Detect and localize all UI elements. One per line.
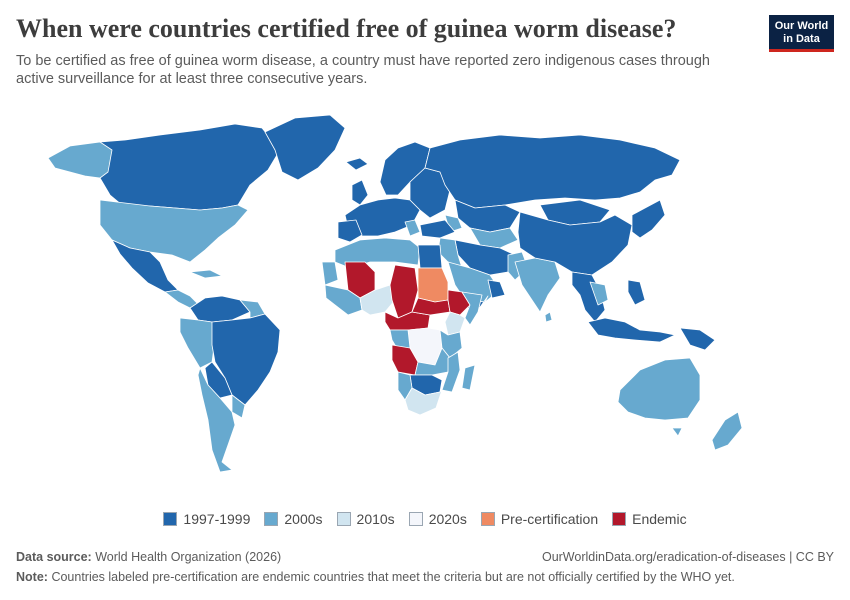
region-tasmania[interactable]	[671, 427, 683, 437]
logo-line-2: in Data	[783, 32, 820, 45]
legend-item-2010s[interactable]: 2010s	[336, 511, 395, 527]
region-ecuador-peru[interactable]	[179, 317, 216, 369]
region-australia[interactable]	[617, 357, 701, 421]
region-china[interactable]	[517, 211, 633, 276]
region-uk[interactable]	[351, 179, 369, 206]
region-somalia-horn[interactable]	[461, 291, 483, 326]
region-turkey[interactable]	[419, 219, 456, 239]
region-iceland[interactable]	[345, 157, 369, 171]
region-western-sahara[interactable]	[321, 261, 339, 286]
legend-swatch	[480, 512, 495, 526]
region-argentina-chile[interactable]	[197, 367, 236, 473]
region-west-africa-2000s[interactable]	[324, 284, 363, 316]
data-source-label: Data source:	[16, 550, 92, 564]
data-source-text: World Health Organization (2026)	[95, 550, 282, 564]
legend-item-2020s[interactable]: 2020s	[408, 511, 467, 527]
region-india[interactable]	[514, 257, 561, 313]
region-alaska[interactable]	[47, 141, 113, 179]
map-legend[interactable]: 1997-1999 2000s 2010s 2020s Pre-certific…	[0, 511, 850, 527]
region-egypt[interactable]	[417, 244, 443, 269]
legend-label: 2000s	[284, 511, 323, 527]
legend-item-pre-certification[interactable]: Pre-certification	[480, 511, 599, 527]
region-north-africa[interactable]	[334, 237, 421, 269]
region-kenya[interactable]	[444, 311, 466, 336]
region-russia[interactable]	[424, 134, 681, 209]
legend-swatch	[612, 512, 627, 526]
footnote: Note: Countries labeled pre-certificatio…	[16, 570, 735, 584]
logo-line-1: Our World	[774, 20, 829, 32]
owid-logo[interactable]: Our World in Data	[769, 15, 834, 52]
note-label: Note:	[16, 570, 48, 584]
legend-label: 2020s	[428, 511, 467, 527]
legend-swatch	[336, 512, 351, 526]
region-paraguay-uruguay[interactable]	[231, 394, 246, 419]
legend-label: 1997-1999	[183, 511, 251, 527]
region-central-america[interactable]	[164, 289, 199, 309]
region-cuba[interactable]	[189, 269, 223, 279]
legend-swatch	[408, 512, 423, 526]
region-korea-japan[interactable]	[631, 199, 666, 239]
region-iberia[interactable]	[337, 219, 363, 243]
legend-label: 2010s	[356, 511, 395, 527]
region-burkina-niger[interactable]	[359, 284, 396, 316]
region-philippines[interactable]	[627, 279, 646, 306]
legend-label: Endemic	[632, 511, 687, 527]
source-url-link[interactable]: OurWorldinData.org/eradication-of-diseas…	[541, 550, 834, 564]
chart-subtitle: To be certified as free of guinea worm d…	[16, 53, 710, 87]
chart-title: When were countries certified free of gu…	[16, 14, 677, 43]
world-map[interactable]	[0, 110, 850, 500]
legend-label: Pre-certification	[500, 511, 599, 527]
region-new-zealand[interactable]	[711, 411, 743, 451]
region-sri-lanka[interactable]	[544, 311, 553, 323]
region-greenland[interactable]	[264, 114, 346, 181]
region-papua[interactable]	[679, 327, 716, 351]
region-madagascar[interactable]	[461, 364, 476, 391]
note-text: Countries labeled pre-certification are …	[51, 570, 735, 584]
region-cameroon-car[interactable]	[384, 311, 431, 331]
region-sudan[interactable]	[417, 267, 449, 303]
region-indochina[interactable]	[589, 281, 609, 306]
legend-item-1997-1999[interactable]: 1997-1999	[163, 511, 250, 527]
region-brazil[interactable]	[211, 313, 281, 406]
region-balkans[interactable]	[404, 219, 421, 237]
region-oman[interactable]	[487, 279, 506, 299]
data-source: Data source: World Health Organization (…	[16, 550, 281, 564]
legend-swatch	[163, 512, 178, 526]
legend-item-2000s[interactable]: 2000s	[264, 511, 323, 527]
legend-item-endemic[interactable]: Endemic	[612, 511, 687, 527]
region-indonesia[interactable]	[587, 317, 676, 343]
region-mozambique[interactable]	[441, 351, 461, 393]
legend-swatch	[264, 512, 279, 526]
region-south-africa[interactable]	[404, 387, 443, 416]
